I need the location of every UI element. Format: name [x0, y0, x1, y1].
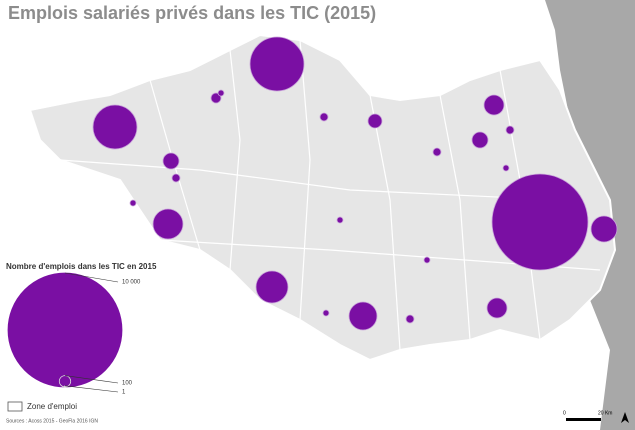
zone-label: Zone d'emploi: [27, 402, 77, 411]
zone-borders: [59, 39, 601, 351]
scale-bar: [566, 418, 601, 421]
title: Emplois salariés privés dans les TIC (20…: [8, 3, 376, 23]
zone-swatch: [7, 401, 23, 412]
sources: Sources : Acoss 2015 - GeoFla 2016 IGN: [6, 418, 98, 424]
legend-leader: [64, 375, 119, 384]
legend-leader: [64, 385, 119, 393]
legend-circle: [7, 272, 123, 388]
legend: 10 000 100 1: [7, 272, 141, 396]
bubbles: [92, 36, 618, 331]
scale-start: 0: [563, 410, 566, 416]
legend-label: 100: [122, 381, 133, 387]
scale-end: 20 Km: [598, 410, 612, 416]
legend-leader: [64, 272, 119, 283]
north-arrow: [621, 412, 629, 423]
legend-title: Nombre d'emplois dans les TIC en 2015: [6, 262, 157, 271]
legend-label: 10 000: [122, 280, 141, 286]
legend-label: 1: [122, 390, 126, 396]
